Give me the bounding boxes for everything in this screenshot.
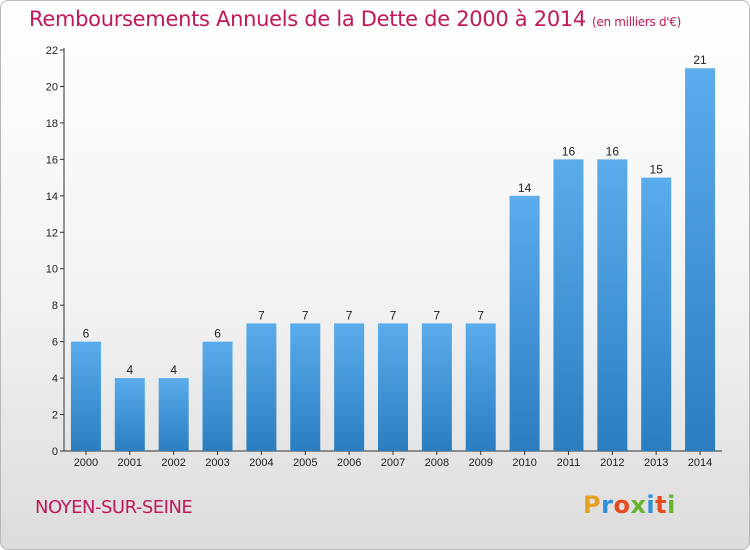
y-tick-label: 6 [52, 337, 58, 349]
x-tick-label: 2003 [205, 457, 229, 469]
bar [421, 323, 452, 451]
brand-letter: t [655, 491, 668, 519]
x-tick-label: 2009 [468, 457, 492, 469]
bar-value-label: 15 [650, 163, 664, 177]
y-tick-label: 16 [46, 154, 58, 166]
y-tick-label: 20 [46, 81, 58, 93]
bar-value-label: 6 [83, 327, 90, 341]
bar [70, 341, 101, 451]
bar-value-label: 16 [562, 144, 576, 158]
y-tick-label: 18 [46, 118, 58, 130]
bar [246, 323, 277, 451]
bar-value-label: 4 [170, 363, 177, 377]
bar-value-label: 4 [126, 363, 133, 377]
bar-value-label: 7 [434, 308, 441, 322]
bar [334, 323, 365, 451]
brand-letter: i [646, 491, 656, 519]
y-tick-label: 0 [52, 446, 58, 458]
x-tick-label: 2012 [600, 457, 624, 469]
bar [465, 323, 496, 451]
x-tick-label: 2013 [644, 457, 668, 469]
bar-value-label: 7 [258, 308, 265, 322]
bar-value-label: 6 [214, 327, 221, 341]
x-tick-label: 2014 [688, 457, 712, 469]
x-tick-label: 2000 [74, 457, 98, 469]
bar-value-label: 21 [693, 53, 707, 67]
x-tick-label: 2007 [381, 457, 405, 469]
bar [290, 323, 321, 451]
brand-letter: o [613, 491, 631, 519]
chart-unit: (en milliers d'€) [592, 15, 682, 29]
brand-letter: P [583, 491, 602, 519]
bar-value-label: 7 [477, 308, 484, 322]
brand-letter: r [601, 491, 614, 519]
y-tick-label: 4 [52, 373, 58, 385]
bar [378, 323, 408, 451]
x-tick-label: 2004 [249, 457, 273, 469]
bar [158, 378, 189, 451]
place-name: NOYEN-SUR-SEINE [35, 497, 193, 518]
brand-letter: x [630, 491, 647, 519]
x-tick-label: 2001 [118, 457, 142, 469]
x-tick-label: 2002 [161, 457, 185, 469]
bar-value-label: 16 [606, 144, 620, 158]
bar-value-label: 7 [390, 308, 397, 322]
bar-value-label: 14 [518, 181, 532, 195]
y-tick-label: 12 [46, 227, 58, 239]
bar [114, 378, 145, 451]
y-tick-label: 2 [52, 410, 58, 422]
y-tick-label: 10 [46, 264, 58, 276]
x-tick-label: 2008 [425, 457, 449, 469]
bar-value-label: 7 [302, 308, 309, 322]
bar [553, 159, 584, 451]
bar-value-label: 7 [346, 308, 353, 322]
brand-letter: i [667, 491, 676, 519]
bar [202, 341, 233, 451]
bar [509, 195, 540, 451]
bar [641, 177, 672, 451]
brand-logo: Proxiti [583, 491, 676, 519]
bar [597, 159, 628, 451]
x-tick-label: 2011 [557, 457, 581, 469]
chart-title: Remboursements Annuels de la Dette de 20… [29, 7, 681, 31]
bar [685, 68, 716, 452]
y-tick-label: 14 [46, 191, 58, 203]
x-tick-label: 2005 [293, 457, 317, 469]
y-tick-label: 22 [46, 45, 58, 57]
x-tick-label: 2006 [337, 457, 361, 469]
y-tick-label: 8 [52, 300, 58, 312]
x-tick-label: 2010 [512, 457, 536, 469]
chart-title-text: Remboursements Annuels de la Dette de 20… [29, 7, 586, 31]
